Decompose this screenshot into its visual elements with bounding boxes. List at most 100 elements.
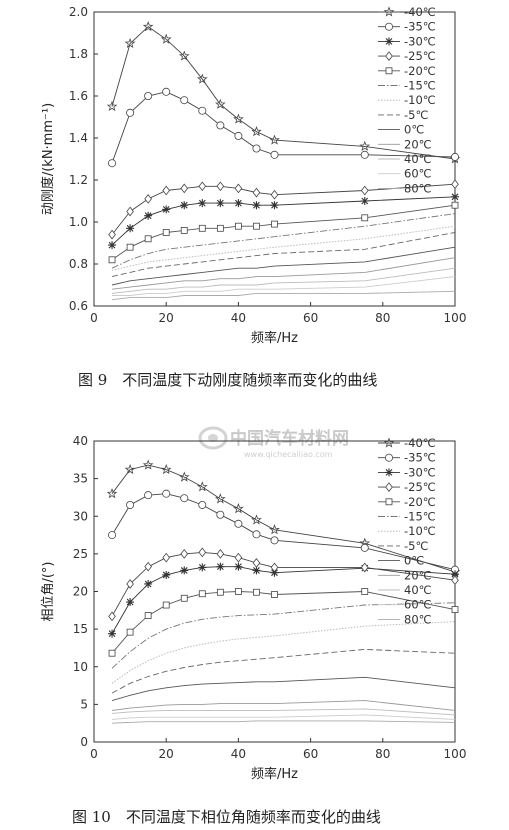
data-point	[360, 197, 369, 205]
data-point	[234, 183, 243, 194]
legend-entry: -20℃	[404, 64, 436, 78]
series-2	[108, 192, 459, 250]
data-point	[198, 106, 207, 115]
y-tick-label: 30	[73, 509, 88, 523]
legend-entry: -5℃	[404, 539, 428, 553]
series-3	[108, 179, 459, 240]
x-axis-label: 频率/Hz	[251, 766, 298, 782]
data-point	[451, 179, 459, 190]
series-4	[108, 201, 459, 264]
x-tick-label: 40	[231, 747, 246, 761]
data-point	[233, 503, 244, 514]
data-point	[108, 629, 117, 638]
data-point	[360, 150, 369, 159]
data-point	[108, 256, 116, 264]
series-line	[111, 225, 456, 271]
data-point	[198, 547, 207, 558]
data-point	[162, 185, 171, 196]
data-point	[142, 21, 154, 32]
legend-entry: 40℃	[404, 152, 432, 166]
series-6	[111, 621, 456, 684]
series-line	[111, 183, 456, 235]
series-0	[106, 21, 461, 164]
series-line	[111, 708, 456, 716]
data-point	[198, 199, 207, 208]
watermark: 中国汽车材料网 www.qichecailiao.com	[198, 426, 349, 459]
data-point	[234, 199, 243, 208]
data-point	[180, 594, 188, 602]
y-tick-label: 1.2	[69, 173, 88, 187]
data-point	[234, 588, 242, 595]
legend-marker	[385, 498, 393, 506]
data-point	[215, 493, 226, 504]
y-tick-label: 25	[73, 547, 88, 561]
series-7	[111, 648, 456, 694]
series-line	[111, 91, 456, 164]
y-axis-label: 相位角/(°)	[41, 561, 56, 621]
legend-entry: -40℃	[404, 436, 436, 450]
series-12	[111, 290, 456, 301]
series-10	[111, 267, 456, 294]
series-12	[111, 720, 456, 724]
x-tick-label: 0	[90, 311, 98, 325]
data-point	[162, 601, 170, 609]
data-point	[271, 220, 278, 228]
legend: -40℃-35℃-30℃-25℃-20℃-15℃-10℃-5℃0℃20℃40℃6…	[378, 5, 436, 195]
data-point	[144, 235, 152, 243]
data-point	[144, 92, 153, 101]
data-point	[126, 108, 135, 117]
data-point	[198, 590, 206, 598]
data-point	[234, 552, 243, 563]
y-tick-label: 1.8	[69, 47, 88, 61]
data-point	[451, 192, 459, 201]
x-tick-label: 20	[159, 747, 174, 761]
data-point	[198, 181, 207, 192]
series-line	[111, 290, 456, 301]
legend-entry: 20℃	[404, 568, 432, 582]
legend-entry: 60℃	[404, 598, 432, 612]
data-point	[126, 224, 135, 233]
y-tick-label: 2.0	[69, 5, 88, 19]
data-point	[160, 33, 172, 44]
data-point	[216, 562, 225, 571]
y-axis-label: 动刚度/(kN·mm⁻¹)	[40, 103, 56, 215]
legend-entry: -10℃	[404, 93, 436, 107]
data-point	[234, 131, 243, 140]
data-point	[216, 181, 225, 192]
series-line	[111, 676, 456, 702]
data-point	[124, 463, 136, 475]
series-5	[111, 602, 456, 669]
data-point	[251, 126, 262, 137]
data-point	[196, 73, 208, 84]
data-point	[270, 189, 279, 200]
x-tick-label: 60	[303, 311, 318, 325]
legend-marker	[383, 437, 395, 448]
x-tick-label: 80	[375, 747, 390, 761]
series-5	[111, 213, 456, 269]
data-point	[234, 519, 243, 528]
x-tick-label: 100	[444, 747, 467, 761]
series-line	[111, 551, 456, 617]
data-point	[108, 611, 116, 622]
watermark-url: www.qichecailiao.com	[244, 450, 333, 459]
series-6	[111, 225, 456, 271]
data-point	[106, 100, 118, 112]
y-tick-label: 1.0	[69, 215, 88, 229]
series-line	[111, 621, 456, 684]
data-point	[144, 491, 153, 500]
data-point	[270, 562, 279, 573]
data-point	[144, 211, 153, 220]
series-4	[108, 588, 459, 657]
series-0	[106, 459, 461, 577]
data-point	[108, 241, 117, 250]
data-point	[180, 566, 189, 575]
data-point	[162, 489, 171, 498]
data-point	[198, 224, 206, 232]
data-point	[216, 224, 224, 232]
series-8	[111, 676, 456, 702]
data-point	[451, 570, 459, 579]
data-point	[251, 514, 262, 525]
watermark-text: 中国汽车材料网	[230, 428, 349, 449]
y-tick-label: 20	[73, 585, 88, 599]
